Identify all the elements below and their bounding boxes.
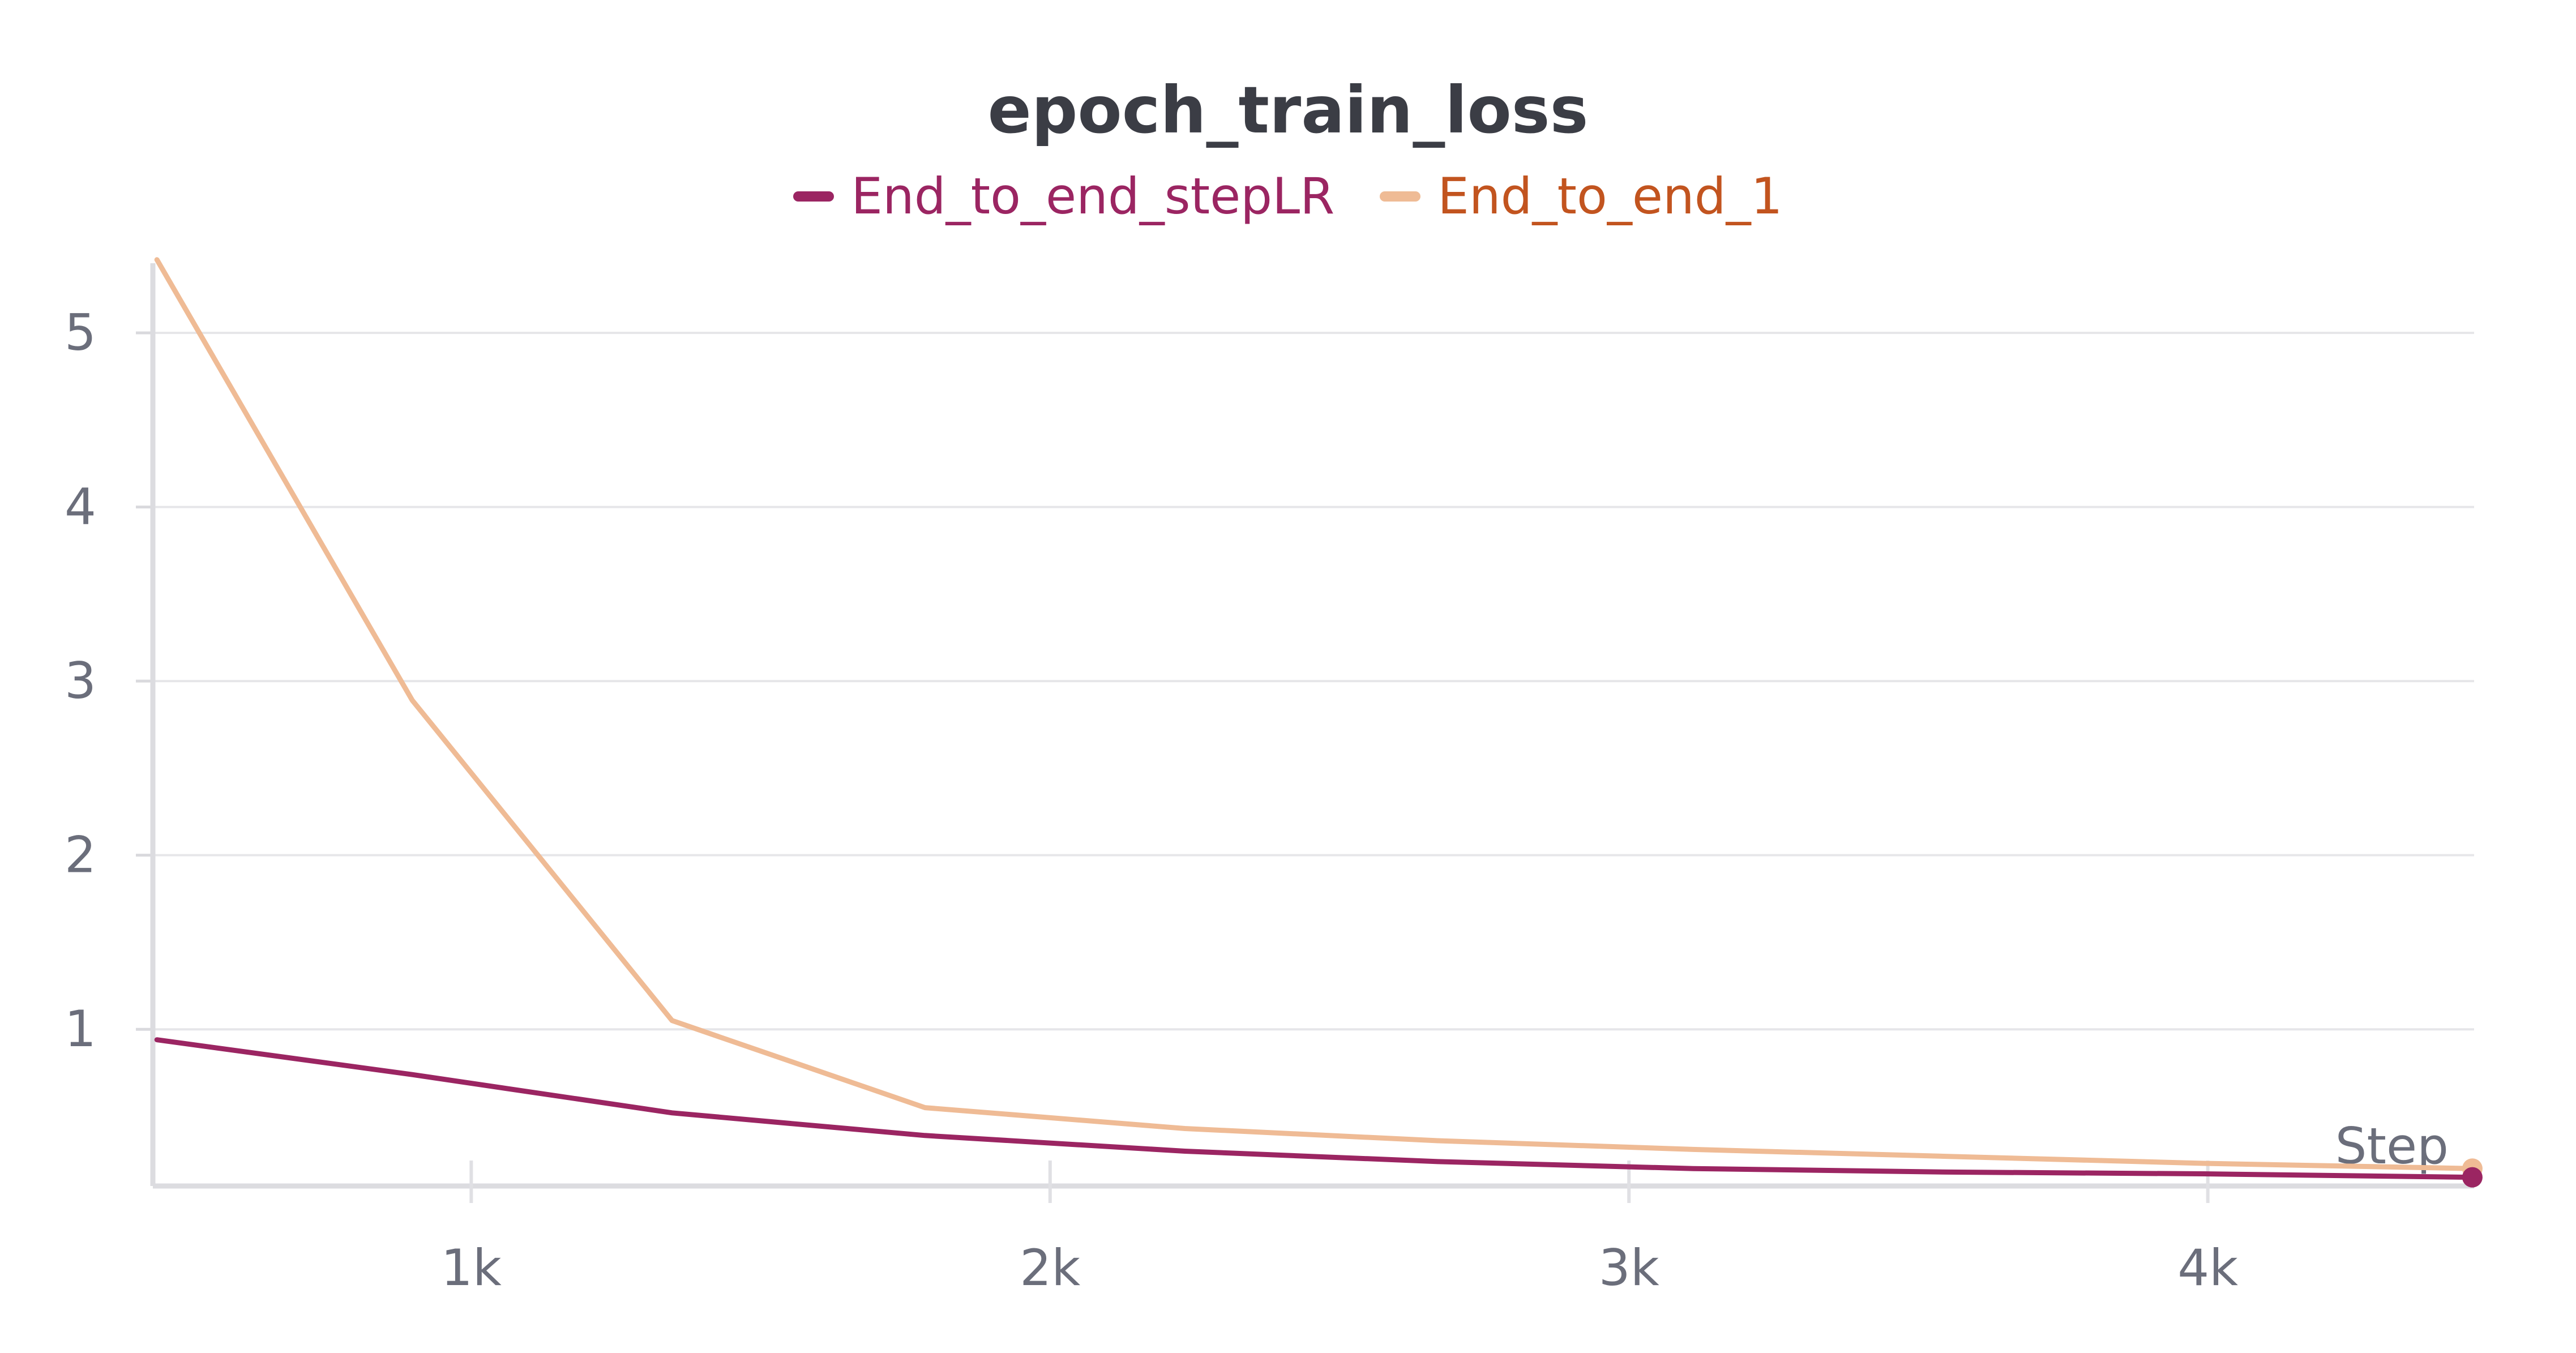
legend: End_to_end_stepLR End_to_end_1: [0, 167, 2576, 225]
series-line-2: [154, 257, 2475, 1171]
legend-label: End_to_end_stepLR: [851, 167, 1335, 225]
x-tick-label: 2k: [1020, 1239, 1080, 1297]
legend-item-series-1[interactable]: End_to_end_stepLR: [793, 167, 1334, 225]
x-tick-label: 4k: [2177, 1239, 2238, 1297]
legend-item-series-2[interactable]: End_to_end_1: [1380, 167, 1783, 225]
legend-swatch: [793, 191, 835, 202]
legend-swatch: [1380, 191, 1421, 202]
y-tick-label: 4: [65, 478, 96, 536]
y-tick-label: 1: [65, 1000, 96, 1058]
x-tick-label: 3k: [1599, 1239, 1659, 1297]
x-tick-label: 1k: [441, 1239, 502, 1297]
series-endpoint-1: [2462, 1167, 2483, 1188]
legend-label: End_to_end_1: [1437, 167, 1783, 225]
chart-title: epoch_train_loss: [987, 72, 1589, 148]
y-tick-label: 3: [65, 652, 96, 710]
y-tick-label: 5: [65, 303, 96, 362]
y-tick-label: 2: [65, 826, 96, 884]
series-line-1: [154, 1037, 2475, 1180]
